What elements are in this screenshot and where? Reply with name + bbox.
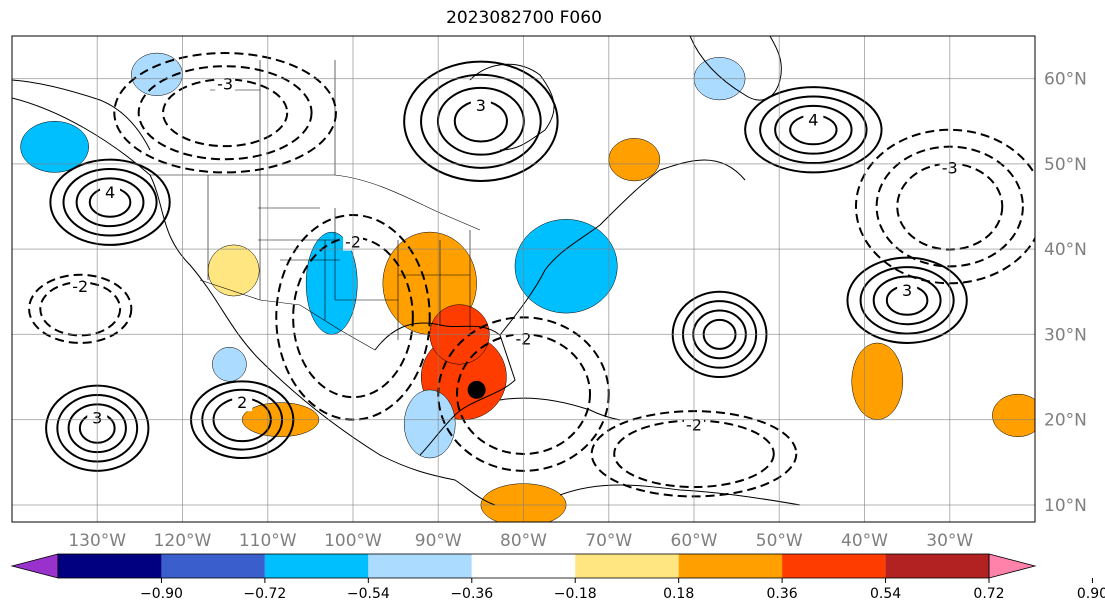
low-pressure-west-pacific-label-bg <box>70 277 91 296</box>
low-pressure-west-pacific-ring <box>28 273 133 344</box>
latitude-tick-labels: 10°N 20°N 30°N 40°N 50°N 60°N <box>1044 70 1087 516</box>
lat-tick-label: 30°N <box>1044 325 1087 345</box>
negative-anomaly-baja <box>212 346 247 382</box>
colorbar-swatch <box>575 554 679 578</box>
colorbar-swatch <box>471 554 576 578</box>
lon-tick-label: 50°W <box>756 531 803 551</box>
high-pressure-north-atlantic: 4 <box>744 86 883 174</box>
colorbar-swatch <box>885 554 989 578</box>
lon-tick-label: 110°W <box>239 531 297 551</box>
positive-anomaly-hudson <box>608 138 661 182</box>
high-pressure-north-atlantic-ring <box>774 104 853 155</box>
state-borders-west <box>207 175 340 320</box>
lat-tick-label: 10°N <box>1044 496 1087 516</box>
lat-tick-label: 50°N <box>1044 155 1087 175</box>
high-pressure-north-atlantic-ring <box>759 95 868 165</box>
high-pressure-east-atlantic-label: 3 <box>902 281 912 300</box>
high-pressure-mexico-coast-label: 2 <box>237 393 247 412</box>
low-pressure-north-pacific-label: -3 <box>217 74 233 93</box>
high-pressure-east-atlantic-ring <box>846 256 968 344</box>
colorbar-max-extend <box>988 553 1037 579</box>
high-pressure-north-atlantic-label-bg <box>803 110 824 129</box>
high-pressure-hudson-bay-ring <box>403 60 559 182</box>
colorbar-frame <box>57 553 990 579</box>
positive-anomaly-far-east <box>992 393 1035 437</box>
lat-tick-label: 40°N <box>1044 240 1087 260</box>
lon-tick-label: 80°W <box>500 531 547 551</box>
lon-tick-label: 100°W <box>324 531 382 551</box>
colorbar-swatch <box>782 554 886 578</box>
colorbar-min-extend <box>10 553 59 579</box>
lon-tick-label: 30°W <box>926 531 973 551</box>
high-pressure-hudson-bay-label-bg <box>470 95 491 114</box>
colorbar-swatch <box>368 554 472 578</box>
low-pressure-west-pacific: -2 <box>28 273 133 344</box>
low-pressure-north-pacific-ring <box>113 52 337 174</box>
high-pressure-mexico-coast-label-bg <box>232 393 253 412</box>
colorbar-swatch <box>58 554 162 578</box>
high-pressure-pacific-ring <box>62 168 158 237</box>
negative-anomaly-yucatan <box>403 389 456 459</box>
positive-anomaly-atlantic-east <box>851 342 904 420</box>
lat-lon-gridlines <box>12 36 1035 522</box>
colorbar-swatch <box>264 554 369 578</box>
colorbar: −0.90 −0.72 −0.54 −0.36 −0.18 0.18 0.36 0.54 0.7… <box>10 553 1105 602</box>
colorbar-tick-label: −0.18 <box>554 586 597 602</box>
colorbar-tick-label: 0.72 <box>973 586 1004 602</box>
colorbar-tick-label: −0.72 <box>243 586 286 602</box>
colorbar-tick-label: 0.36 <box>767 586 798 602</box>
colorbar-swatch <box>678 554 783 578</box>
alaska-coastline <box>12 79 151 151</box>
lat-tick-label: 60°N <box>1044 70 1087 90</box>
high-pressure-east-atlantic-ring <box>859 266 955 335</box>
high-pressure-hudson-bay-ring <box>420 73 542 169</box>
colorbar-tick-label: −0.90 <box>140 586 183 602</box>
colorbar-tick-label: 0.18 <box>663 586 694 602</box>
high-pressure-hudson-bay-label: 3 <box>476 96 486 115</box>
lon-tick-label: 90°W <box>415 531 462 551</box>
colorbar-tick-label: −0.36 <box>450 586 493 602</box>
colorbar-tick-label: 0.54 <box>870 586 901 602</box>
negative-anomaly-east-coast <box>514 219 618 314</box>
south-america-coastline <box>559 484 801 506</box>
high-pressure-pacific-label: 4 <box>105 183 115 202</box>
storm-center-marker <box>467 380 486 399</box>
low-pressure-north-pacific: -3 <box>113 52 337 174</box>
lon-tick-label: 130°W <box>68 531 126 551</box>
lon-tick-label: 120°W <box>154 531 212 551</box>
colorbar-tick-label: 0.90 <box>1077 586 1105 602</box>
positive-anomaly-west-coast <box>207 244 260 297</box>
us-canada-border <box>150 174 481 231</box>
low-pressure-west-pacific-label: -2 <box>72 277 88 296</box>
map-frame <box>11 35 1036 523</box>
high-pressure-east-atlantic-ring <box>872 275 942 326</box>
longitude-tick-labels: 130°W 120°W 110°W 100°W 90°W 80°W 70°W 60°W 50°W… <box>68 531 973 551</box>
high-pressure-pacific-ring <box>49 158 171 246</box>
negative-anomaly-alaska <box>20 121 89 173</box>
colorbar-tick-label: −0.54 <box>347 586 390 602</box>
high-pressure-north-atlantic-ring <box>744 86 883 174</box>
colorbar-swatch <box>161 554 265 578</box>
map-title: 2023082700 F060 <box>446 8 602 28</box>
lat-tick-label: 20°N <box>1044 411 1087 431</box>
lon-tick-label: 40°W <box>841 531 888 551</box>
marker-layer <box>467 380 486 399</box>
hudson-bay-coastline <box>469 63 555 151</box>
high-pressure-east-atlantic: 3 <box>846 256 968 344</box>
high-pressure-east-atlantic-label-bg <box>897 280 918 299</box>
lon-tick-label: 60°W <box>671 531 718 551</box>
high-pressure-north-atlantic-label: 4 <box>808 110 818 129</box>
lon-tick-label: 70°W <box>585 531 632 551</box>
state-borders-east <box>334 208 471 340</box>
high-pressure-pacific-label-bg <box>100 182 121 201</box>
us-mexico-border <box>199 279 376 351</box>
low-pressure-north-pacific-ring <box>137 65 313 161</box>
high-pressure-pacific: 4 <box>49 158 171 246</box>
high-pressure-pacific-ring <box>75 177 145 228</box>
